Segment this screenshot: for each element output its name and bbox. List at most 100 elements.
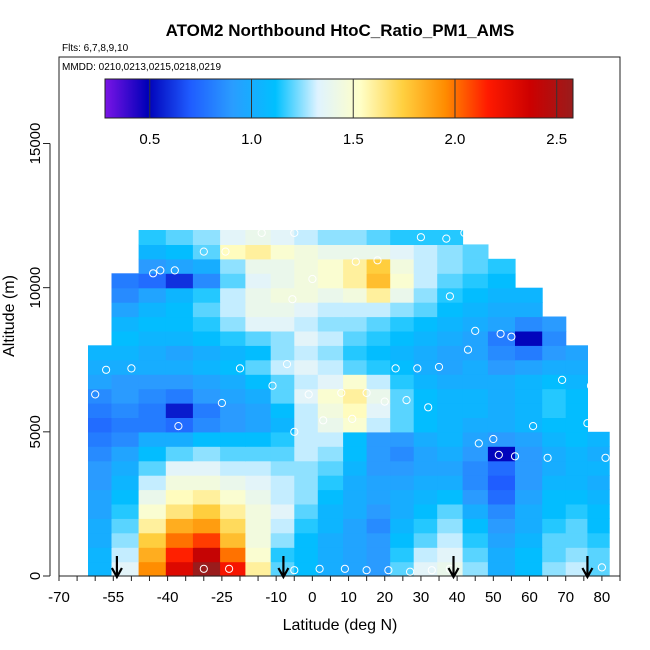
heatmap-cell <box>294 244 319 260</box>
sample-point <box>268 381 277 390</box>
heatmap-cell <box>138 388 167 404</box>
heatmap-cell <box>294 503 319 519</box>
heatmap-cell <box>487 273 516 289</box>
heatmap-cell <box>192 503 221 519</box>
heatmap-cell <box>487 475 516 491</box>
heatmap-cell <box>220 475 246 491</box>
heatmap-cell <box>192 345 221 361</box>
sample-point <box>351 257 360 266</box>
heatmap-cell <box>565 403 588 418</box>
sample-point <box>442 234 451 243</box>
heatmap-cell <box>138 518 167 534</box>
heatmap-cell <box>165 302 194 318</box>
heatmap-cell <box>192 273 221 289</box>
heatmap-cell <box>165 518 194 534</box>
chart-title: ATOM2 Northbound HtoC_Ratio_PM1_AMS <box>166 21 515 40</box>
sample-point <box>91 282 100 291</box>
heatmap-cell <box>88 460 113 476</box>
heatmap-cell <box>165 561 194 577</box>
heatmap-cell <box>487 503 516 519</box>
heatmap-cell <box>366 532 391 548</box>
heatmap-cell <box>192 417 221 433</box>
heatmap-cell <box>270 258 295 274</box>
heatmap-cell <box>165 244 194 260</box>
heatmap-cell <box>437 475 464 491</box>
heatmap-cell <box>565 417 588 433</box>
heatmap-cell <box>270 330 295 346</box>
heatmap-cell <box>111 345 140 361</box>
heatmap-cell <box>542 316 567 332</box>
heatmap-cell <box>366 417 391 433</box>
heatmap-cell <box>294 388 319 404</box>
sample-point <box>558 375 567 384</box>
heatmap-cell <box>220 460 246 476</box>
heatmap-cell <box>192 244 221 260</box>
sample-point <box>583 419 592 428</box>
heatmap-cell <box>88 446 113 462</box>
sample-point <box>406 567 415 576</box>
heatmap-cell <box>390 287 415 303</box>
heatmap-cell <box>165 417 194 433</box>
heatmap-cell <box>366 374 391 390</box>
heatmap-cell <box>245 359 272 375</box>
sample-point <box>340 564 349 573</box>
sample-point <box>98 266 107 275</box>
heatmap-cell <box>462 460 489 476</box>
heatmap-cell <box>390 446 415 462</box>
heatmap-cell <box>317 518 344 534</box>
heatmap-cell <box>437 503 464 519</box>
heatmap-cell <box>343 359 368 375</box>
heatmap-cell <box>138 561 167 577</box>
heatmap-cell <box>317 431 344 447</box>
heatmap-cell <box>390 374 415 390</box>
heatmap-cell <box>587 518 610 534</box>
heatmap-cell <box>294 489 319 505</box>
sample-point <box>282 360 292 369</box>
sample-point <box>149 269 158 278</box>
sample-point <box>507 332 516 341</box>
sample-point <box>597 325 607 334</box>
heatmap-cell <box>220 547 246 563</box>
heatmap-cell <box>245 244 272 260</box>
heatmap-cell <box>165 374 194 390</box>
heatmap-cell <box>390 359 415 375</box>
heatmap-cell <box>111 417 140 433</box>
heatmap-cell <box>437 547 464 563</box>
heatmap-cell <box>542 345 567 361</box>
heatmap-cell <box>165 388 194 404</box>
heatmap-cell <box>366 230 391 245</box>
sample-point <box>225 564 234 573</box>
heatmap-cell <box>542 388 567 404</box>
sample-point <box>290 228 299 237</box>
heatmap-cell <box>515 287 543 303</box>
heatmap-cell <box>220 345 246 361</box>
heatmap-cell <box>88 388 113 404</box>
heatmap-cell <box>413 374 438 390</box>
heatmap-cell <box>343 417 368 433</box>
heatmap-cell <box>462 287 489 303</box>
heatmap-cell <box>294 417 319 433</box>
heatmap-cell <box>437 273 464 289</box>
colorbar-tick-label: 2.0 <box>445 131 466 148</box>
heatmap-cell <box>245 460 272 476</box>
heatmap-cell <box>487 561 516 577</box>
sample-point <box>380 397 389 406</box>
heatmap-cell <box>138 374 167 390</box>
heatmap-cell <box>343 287 368 303</box>
heatmap-cell <box>88 532 113 548</box>
heatmap-cell <box>192 475 221 491</box>
heatmap-cell <box>462 302 489 318</box>
heatmap-cell <box>437 316 464 332</box>
heatmap-cell <box>138 417 167 433</box>
heatmap-cell <box>88 417 113 433</box>
heatmap-cell <box>515 431 543 447</box>
heatmap-cell <box>165 431 194 447</box>
heatmap-cell <box>437 489 464 505</box>
heatmap-cell <box>111 273 140 289</box>
heatmap-cell <box>390 431 415 447</box>
sample-point <box>257 228 266 237</box>
heatmap-cell <box>317 258 344 274</box>
heatmap-cell <box>542 547 567 563</box>
heatmap-cell <box>270 547 295 563</box>
heatmap-cell <box>111 388 140 404</box>
